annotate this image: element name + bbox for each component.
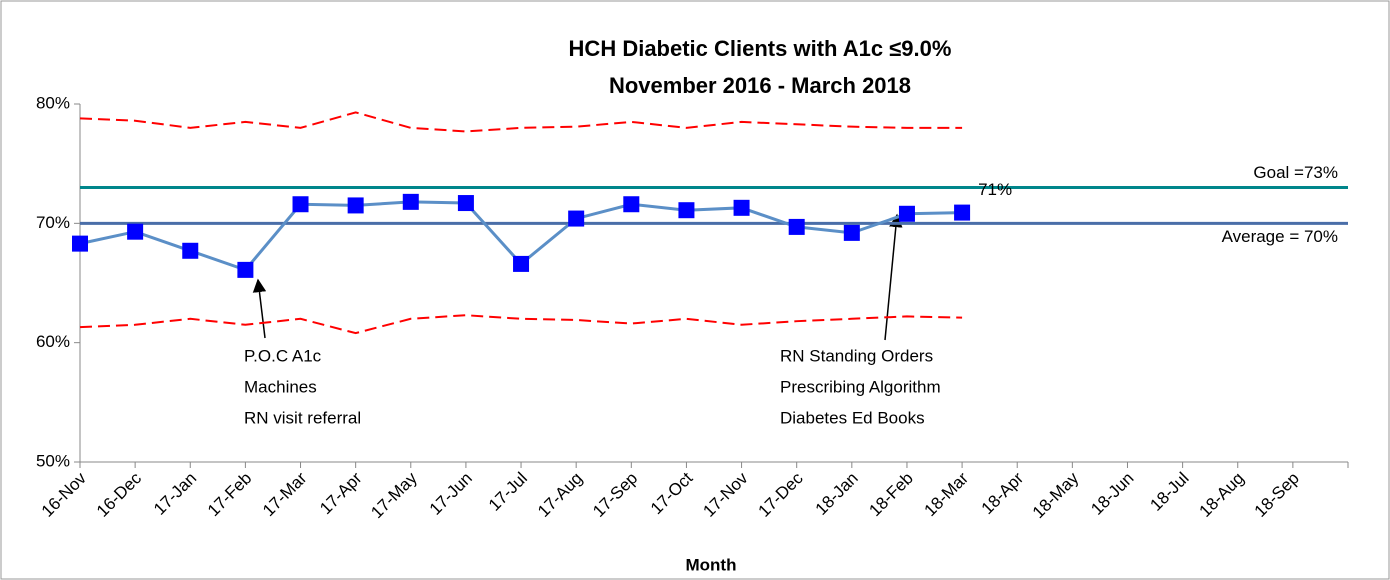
data-point bbox=[623, 196, 640, 213]
chart-subtitle: November 2016 - March 2018 bbox=[609, 73, 911, 98]
chart-title: HCH Diabetic Clients with A1c ≤9.0% bbox=[569, 36, 952, 61]
data-point bbox=[954, 204, 971, 221]
control-limit bbox=[79, 111, 963, 133]
reference-label: Average = 70% bbox=[1222, 227, 1338, 246]
annotation-arrow bbox=[884, 213, 903, 341]
data-point bbox=[513, 255, 530, 272]
y-tick-label: 60% bbox=[36, 332, 70, 351]
annotation-text: Machines bbox=[244, 377, 317, 396]
x-axis-label: Month bbox=[686, 555, 737, 574]
data-point bbox=[678, 202, 695, 219]
reference-label: Goal =73% bbox=[1253, 163, 1338, 182]
data-point bbox=[72, 235, 88, 252]
data-point bbox=[843, 224, 860, 241]
annotation-text: Diabetes Ed Books bbox=[780, 408, 925, 427]
data-point bbox=[788, 218, 805, 235]
data-point bbox=[568, 210, 585, 227]
annotation-text: Prescribing Algorithm bbox=[780, 377, 941, 396]
data-point bbox=[898, 205, 915, 222]
data-point bbox=[347, 197, 364, 214]
data-point bbox=[182, 242, 199, 259]
y-tick-label: 70% bbox=[36, 213, 70, 232]
annotation-text: RN visit referral bbox=[244, 408, 361, 427]
annotation-text: P.O.C A1c bbox=[244, 346, 322, 365]
data-point bbox=[733, 199, 750, 216]
data-point bbox=[402, 193, 419, 210]
annotation-text: RN Standing Orders bbox=[780, 346, 933, 365]
data-label: 71% bbox=[978, 180, 1012, 199]
y-tick-label: 80% bbox=[36, 93, 70, 112]
data-point bbox=[237, 261, 254, 278]
annotation-arrow bbox=[252, 278, 267, 339]
data-point bbox=[457, 195, 474, 212]
data-point bbox=[127, 223, 144, 240]
y-tick-label: 50% bbox=[36, 451, 70, 470]
control-limit bbox=[79, 314, 963, 335]
data-point bbox=[292, 196, 309, 213]
